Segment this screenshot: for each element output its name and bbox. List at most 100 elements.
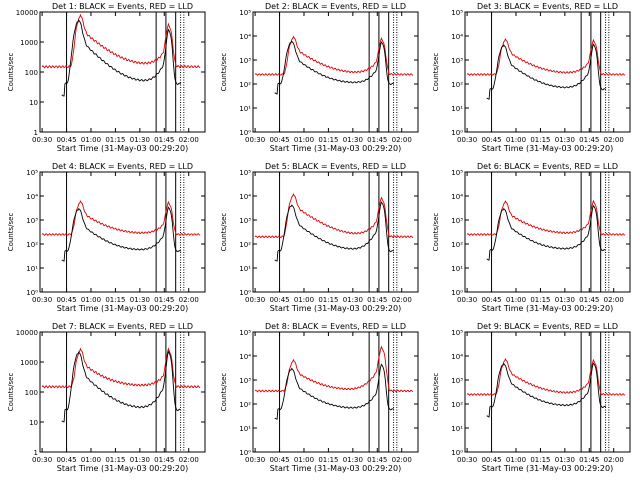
x-tick-label: 01:00 — [506, 296, 526, 304]
y-tick-label: 10⁰ — [239, 129, 251, 137]
y-tick-label: 10² — [451, 81, 463, 89]
y-tick-label: 10³ — [239, 217, 251, 225]
x-axis-label: Start Time (31-May-03 00:29:20) — [482, 464, 613, 473]
panel-det-5: Det 5: BLACK = Events, RED = LLD 10⁰ 10¹ 10… — [220, 162, 419, 313]
y-tick-label: 10000 — [16, 9, 38, 17]
y-tick-label: 10⁴ — [239, 193, 251, 201]
x-tick-label: 02:00 — [604, 136, 624, 144]
y-tick-label: 10⁵ — [451, 169, 463, 177]
x-tick-label: 01:30 — [343, 296, 363, 304]
plot-title: Det 6: BLACK = Events, RED = LLD — [477, 162, 618, 171]
y-tick-label: 10⁰ — [239, 449, 251, 457]
x-axis-label: Start Time (31-May-03 00:29:20) — [57, 304, 188, 313]
y-tick-label: 10⁴ — [239, 353, 251, 361]
y-tick-label: 10⁰ — [451, 129, 463, 137]
y-tick-label: 10⁵ — [451, 9, 463, 17]
x-tick-label: 01:30 — [555, 456, 575, 464]
x-tick-label: 00:30 — [245, 456, 265, 464]
x-tick-label: 01:00 — [506, 136, 526, 144]
y-axis-label: Counts/sec — [432, 213, 440, 252]
plot-frame — [464, 11, 631, 133]
x-tick-label: 00:45 — [56, 136, 76, 144]
lld-series-line — [41, 13, 201, 69]
lld-series-line — [254, 193, 414, 239]
events-series-line — [274, 363, 394, 420]
y-tick-label: 10⁰ — [26, 289, 38, 297]
plot-frame — [252, 171, 419, 293]
x-tick-label: 01:45 — [154, 296, 174, 304]
y-tick-label: 10⁵ — [26, 169, 38, 177]
y-tick-label: 10⁴ — [451, 353, 463, 361]
x-tick-label: 01:00 — [506, 456, 526, 464]
plot-title: Det 7: BLACK = Events, RED = LLD — [52, 322, 193, 331]
x-tick-label: 01:00 — [81, 296, 101, 304]
y-axis-label: Counts/sec — [220, 213, 228, 252]
panel-det-1: Det 1: BLACK = Events, RED = LLD 1 10 100 10… — [7, 2, 206, 153]
x-tick-label: 01:30 — [130, 136, 150, 144]
y-axis-label: Counts/sec — [7, 53, 15, 92]
x-tick-label: 01:45 — [579, 296, 599, 304]
y-tick-label: 100 — [25, 69, 38, 77]
x-tick-label: 01:15 — [530, 296, 550, 304]
x-tick-label: 00:45 — [481, 296, 501, 304]
x-tick-label: 01:30 — [555, 296, 575, 304]
x-tick-label: 01:15 — [105, 296, 125, 304]
x-tick-label: 01:30 — [343, 136, 363, 144]
events-series-line — [61, 19, 181, 97]
y-tick-label: 10⁴ — [239, 33, 251, 41]
y-tick-label: 10³ — [451, 57, 463, 65]
panel-det-8: Det 8: BLACK = Events, RED = LLD 10⁰ 10¹ 10… — [220, 322, 419, 473]
y-tick-label: 10² — [451, 401, 463, 409]
y-tick-label: 1 — [34, 129, 38, 137]
x-tick-label: 00:45 — [269, 136, 289, 144]
panel-det-7: Det 7: BLACK = Events, RED = LLD 1 10 100 10… — [7, 322, 206, 473]
y-tick-label: 1 — [34, 449, 38, 457]
panel-det-9: Det 9: BLACK = Events, RED = LLD 10⁰ 10¹ 10… — [432, 322, 631, 473]
x-axis-label: Start Time (31-May-03 00:29:20) — [270, 464, 401, 473]
events-series-line — [61, 206, 181, 262]
plot-title: Det 4: BLACK = Events, RED = LLD — [52, 162, 193, 171]
x-tick-label: 02:00 — [179, 296, 199, 304]
lld-series-line — [466, 199, 626, 236]
lld-series-line — [41, 347, 201, 389]
x-tick-label: 01:45 — [154, 136, 174, 144]
plot-title: Det 8: BLACK = Events, RED = LLD — [265, 322, 406, 331]
y-tick-label: 10³ — [451, 217, 463, 225]
x-tick-label: 01:30 — [343, 456, 363, 464]
x-tick-label: 01:15 — [318, 456, 338, 464]
y-tick-label: 10⁵ — [239, 169, 251, 177]
y-axis-label: Counts/sec — [220, 373, 228, 412]
x-tick-label: 00:30 — [32, 456, 52, 464]
x-tick-label: 01:45 — [367, 136, 387, 144]
x-tick-label: 01:45 — [579, 136, 599, 144]
y-tick-label: 10¹ — [239, 105, 251, 113]
x-tick-label: 01:15 — [105, 136, 125, 144]
x-tick-label: 01:00 — [81, 136, 101, 144]
y-axis-label: Counts/sec — [7, 213, 15, 252]
x-tick-label: 00:45 — [269, 296, 289, 304]
y-tick-label: 10⁰ — [451, 449, 463, 457]
plot-title: Det 9: BLACK = Events, RED = LLD — [477, 322, 618, 331]
events-series-line — [274, 201, 394, 262]
x-tick-label: 01:45 — [154, 456, 174, 464]
y-tick-label: 10¹ — [451, 265, 463, 273]
y-tick-label: 100 — [25, 389, 38, 397]
y-tick-label: 10² — [451, 241, 463, 249]
y-tick-label: 1000 — [20, 359, 38, 367]
x-tick-label: 00:45 — [56, 456, 76, 464]
panel-det-3: Det 3: BLACK = Events, RED = LLD 10⁰ 10¹ 10… — [432, 2, 631, 153]
events-series-line — [486, 204, 606, 261]
y-axis-label: Counts/sec — [220, 53, 228, 92]
x-tick-label: 01:45 — [367, 296, 387, 304]
lld-series-line — [41, 200, 201, 236]
events-series-line — [274, 40, 394, 95]
x-tick-label: 02:00 — [604, 296, 624, 304]
x-axis-label: Start Time (31-May-03 00:29:20) — [482, 144, 613, 153]
events-series-line — [486, 43, 606, 100]
x-tick-label: 00:30 — [457, 136, 477, 144]
plot-frame — [464, 171, 631, 293]
x-tick-label: 01:30 — [130, 296, 150, 304]
x-tick-label: 02:00 — [179, 456, 199, 464]
y-tick-label: 10⁵ — [451, 329, 463, 337]
